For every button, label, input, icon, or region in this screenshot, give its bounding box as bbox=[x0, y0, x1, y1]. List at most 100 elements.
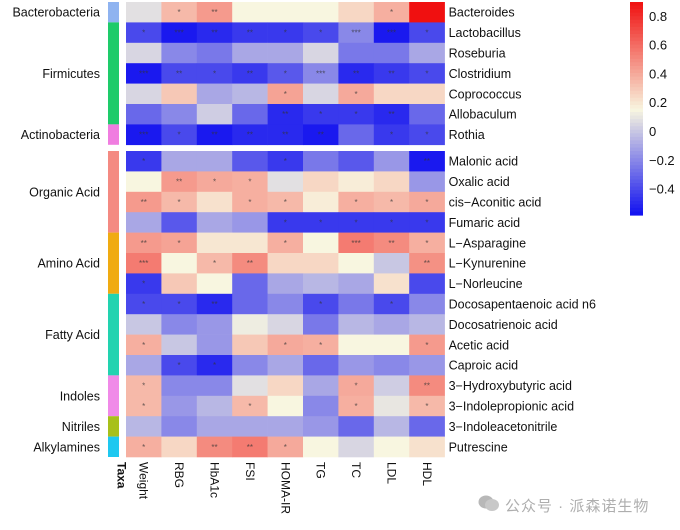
row-label: Docosapentaenoic acid n6 bbox=[449, 298, 596, 312]
significance-mark: ** bbox=[318, 131, 324, 140]
heatmap-cell bbox=[232, 314, 268, 335]
significance-mark: * bbox=[142, 157, 145, 166]
significance-mark: ** bbox=[247, 69, 253, 78]
heatmap-cell bbox=[303, 22, 339, 44]
colorbar-segment bbox=[630, 83, 643, 88]
colorbar-segment bbox=[630, 30, 643, 35]
heatmap-cell bbox=[232, 416, 268, 437]
significance-mark: ** bbox=[141, 239, 147, 248]
significance-mark: *** bbox=[174, 29, 183, 38]
colorbar-tick-label: −0.4 bbox=[649, 182, 675, 197]
heatmap-cell bbox=[338, 273, 375, 295]
group-color-bar bbox=[108, 22, 119, 125]
wechat-icon bbox=[478, 494, 500, 512]
significance-mark: ** bbox=[424, 157, 430, 166]
heatmap-cell bbox=[161, 83, 198, 105]
heatmap-cell bbox=[303, 253, 339, 274]
heatmap-cell bbox=[126, 63, 162, 84]
heatmap-cell bbox=[373, 63, 410, 84]
heatmap-cell bbox=[373, 314, 410, 335]
colorbar-segment bbox=[630, 48, 643, 53]
heatmap-cell bbox=[409, 355, 445, 376]
heatmap-cell bbox=[126, 375, 162, 397]
heatmap-cell bbox=[267, 63, 304, 84]
heatmap-cell bbox=[303, 63, 339, 84]
column-label: TC bbox=[349, 462, 363, 478]
colorbar-segment bbox=[630, 133, 643, 138]
heatmap-cell bbox=[196, 375, 233, 397]
heatmap-cell bbox=[338, 191, 375, 213]
heatmap-cell bbox=[338, 42, 375, 64]
heatmap-cell bbox=[196, 293, 233, 315]
heatmap-cell bbox=[267, 2, 304, 23]
heatmap-cell bbox=[196, 104, 233, 125]
heatmap-cell bbox=[409, 314, 445, 335]
significance-mark: * bbox=[319, 341, 322, 350]
heatmap-cell bbox=[409, 334, 445, 356]
group-color-bar bbox=[108, 232, 119, 294]
heatmap-cell bbox=[126, 2, 162, 23]
colorbar-segment bbox=[630, 104, 643, 110]
heatmap-cell bbox=[232, 273, 268, 295]
row-label: L−Norleucine bbox=[449, 277, 523, 291]
significance-mark: ** bbox=[211, 300, 217, 309]
row-label: Malonic acid bbox=[449, 155, 519, 169]
significance-mark: ** bbox=[247, 131, 253, 140]
colorbar-segment bbox=[630, 129, 643, 134]
heatmap-cell bbox=[196, 2, 233, 23]
heatmap-cell bbox=[373, 355, 410, 376]
significance-mark: * bbox=[248, 402, 251, 411]
colorbar-segment bbox=[630, 73, 643, 78]
colorbar: 0.8 0.6 0.4 0.2 0 −0.2 −0.4 bbox=[630, 2, 675, 216]
heatmap-cell bbox=[338, 124, 375, 146]
column-label: HDL bbox=[420, 462, 434, 486]
colorbar-segment bbox=[630, 33, 643, 39]
heatmap-cell bbox=[196, 436, 233, 458]
heatmap-cell bbox=[196, 416, 233, 437]
heatmap-cell bbox=[409, 416, 445, 437]
significance-mark: * bbox=[178, 8, 181, 17]
significance-mark: ** bbox=[176, 178, 182, 187]
heatmap-cell bbox=[267, 395, 304, 417]
significance-mark: ** bbox=[424, 259, 430, 268]
colorbar-segment bbox=[630, 65, 643, 71]
colorbar-segment bbox=[630, 158, 643, 163]
heatmap-cell bbox=[338, 83, 375, 105]
heatmap-cell bbox=[267, 334, 304, 356]
significance-mark: *** bbox=[139, 69, 148, 78]
colorbar-segment bbox=[630, 193, 643, 198]
heatmap-cell bbox=[126, 314, 162, 335]
heatmap-cell bbox=[303, 334, 339, 356]
group-color-bar bbox=[108, 124, 119, 145]
heatmap-cell bbox=[303, 42, 339, 64]
significance-mark: * bbox=[425, 341, 428, 350]
heatmap-cell bbox=[196, 253, 233, 274]
colorbar-tick-label: 0.8 bbox=[649, 9, 667, 24]
significance-mark: ** bbox=[353, 69, 359, 78]
heatmap-cell bbox=[303, 293, 339, 315]
heatmap-cell bbox=[196, 22, 233, 44]
significance-mark: ** bbox=[176, 69, 182, 78]
heatmap-cell bbox=[373, 124, 410, 146]
colorbar-segment bbox=[630, 161, 643, 166]
significance-mark: * bbox=[425, 29, 428, 38]
colorbar-segment bbox=[630, 151, 643, 156]
colorbar-segment bbox=[630, 175, 643, 181]
row-label: Roseburia bbox=[449, 47, 506, 61]
colorbar-segment bbox=[630, 62, 643, 67]
heatmap-cell bbox=[409, 232, 445, 254]
column-label: FSI bbox=[243, 462, 257, 481]
heatmap-cell bbox=[267, 273, 304, 295]
heatmap-cell bbox=[409, 22, 445, 44]
heatmap-cell bbox=[196, 334, 233, 356]
heatmap-cell bbox=[126, 273, 162, 295]
row-label: Acetic acid bbox=[449, 338, 509, 352]
colorbar-segment bbox=[630, 5, 643, 10]
significance-mark: * bbox=[390, 218, 393, 227]
colorbar-segment bbox=[630, 122, 643, 127]
heatmap-cell bbox=[267, 104, 304, 125]
column-labels: Taxa Weight RBG HbA1c FSI HOMA-IR TG TC LDL HDL bbox=[115, 462, 434, 514]
heatmap-cell bbox=[338, 416, 375, 437]
heatmap-cell bbox=[161, 212, 198, 233]
heatmap-cell bbox=[303, 232, 339, 254]
